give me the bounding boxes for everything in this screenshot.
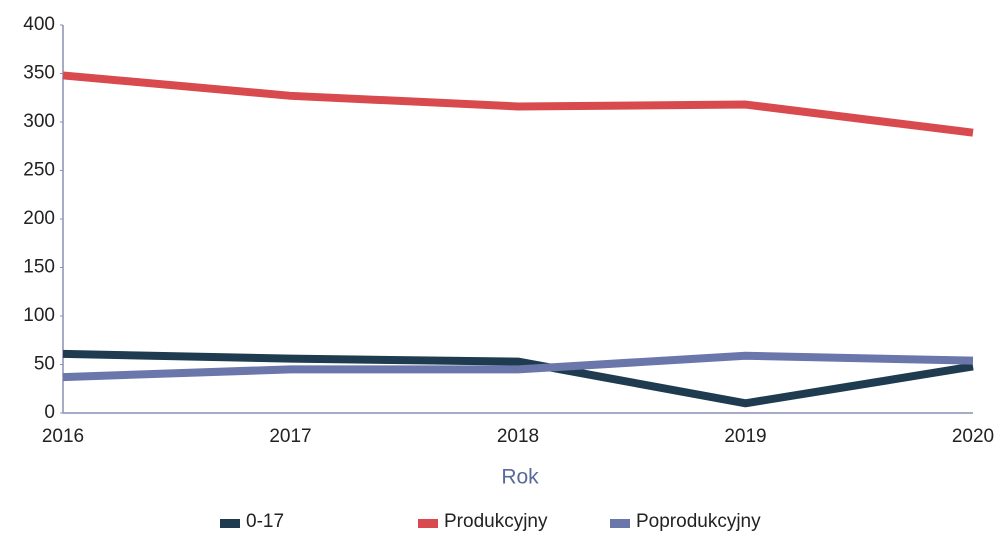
series-line: [62, 71, 974, 137]
x-tick-label: 2017: [269, 426, 311, 447]
y-tick-label: 50: [34, 354, 55, 375]
y-tick-label: 250: [23, 160, 55, 181]
y-tick-label: 150: [23, 257, 55, 278]
y-tick-label: 300: [23, 111, 55, 132]
y-tick-label: 0: [44, 402, 55, 423]
y-tick-label: 350: [23, 63, 55, 84]
legend-label: Produkcyjny: [444, 511, 548, 532]
y-tick-label: 200: [23, 208, 55, 229]
x-tick-label: 2019: [724, 426, 766, 447]
x-tick-label: 2018: [497, 426, 539, 447]
legend-swatch: [418, 519, 438, 528]
legend-swatch: [220, 519, 240, 528]
x-tick-label: 2016: [42, 426, 84, 447]
y-tick-label: 400: [23, 14, 55, 35]
legend-label: Poprodukcyjny: [636, 511, 761, 532]
legend-label: 0-17: [246, 511, 284, 532]
series-line: [62, 351, 974, 382]
x-axis-label: Rok: [501, 466, 539, 489]
y-tick-label: 100: [23, 305, 55, 326]
x-tick-label: 2020: [952, 426, 994, 447]
legend-swatch: [610, 519, 630, 528]
series-line: [62, 349, 974, 408]
